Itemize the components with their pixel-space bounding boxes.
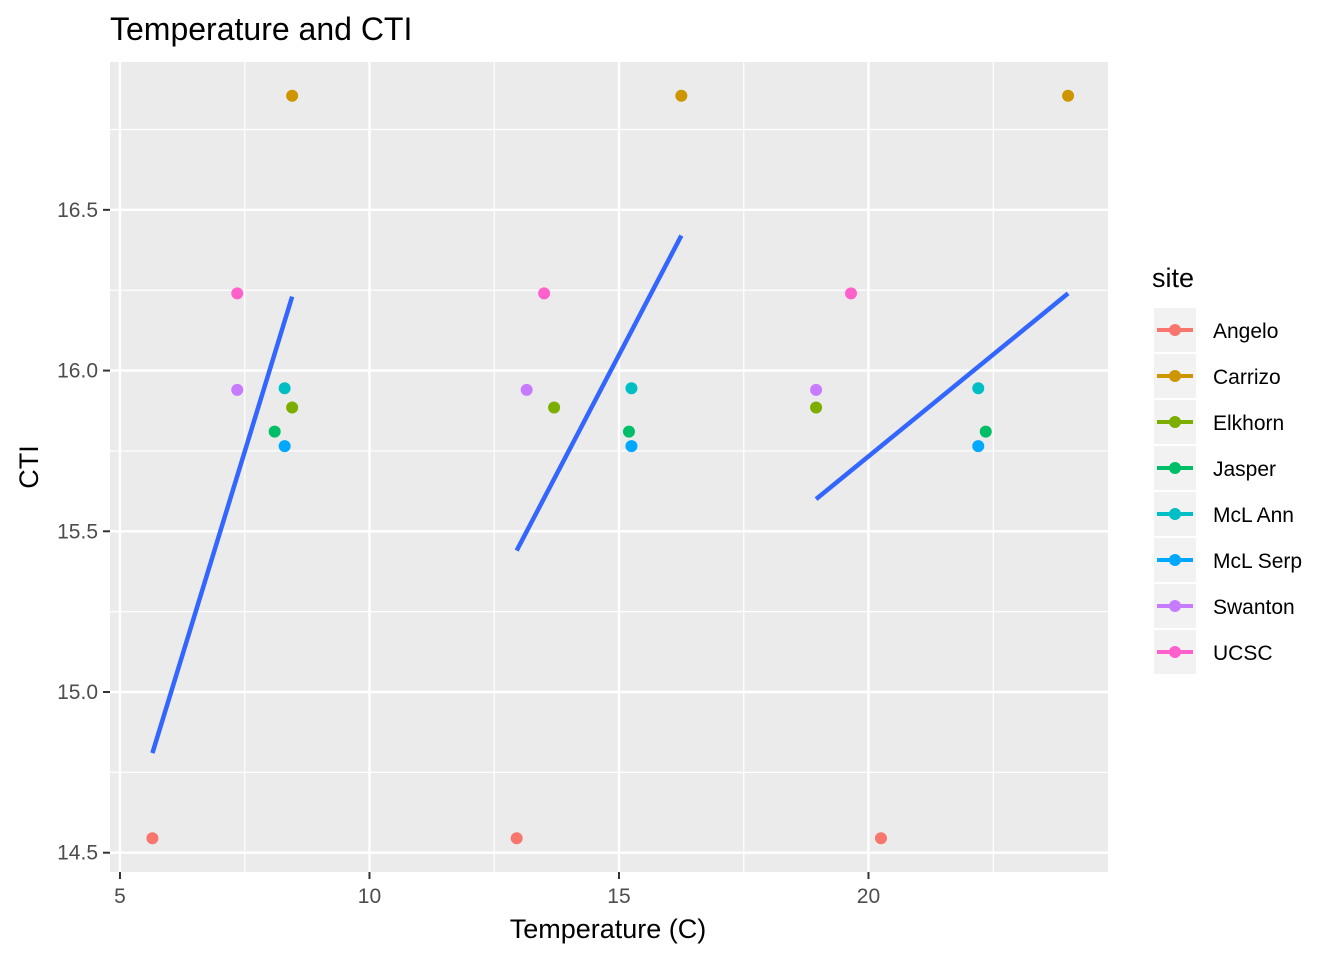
data-point xyxy=(278,382,291,395)
legend-item: UCSC xyxy=(1154,630,1273,674)
legend-label: Jasper xyxy=(1213,458,1276,481)
legend-key-point xyxy=(1169,508,1181,520)
data-point xyxy=(146,832,159,845)
y-tick-label: 16.0 xyxy=(57,360,98,383)
plot-panel xyxy=(110,62,1108,872)
legend-item: Jasper xyxy=(1154,446,1276,490)
legend-item: Elkhorn xyxy=(1154,400,1284,444)
data-point xyxy=(278,440,291,453)
data-point xyxy=(874,832,887,845)
x-axis: 5 10 15 20 xyxy=(114,872,880,908)
data-point xyxy=(268,425,281,438)
trend-line xyxy=(150,295,295,754)
data-point xyxy=(845,287,858,300)
data-point xyxy=(972,382,985,395)
data-point xyxy=(810,401,823,414)
data-point xyxy=(625,382,638,395)
legend: site Angelo Carrizo Elkhorn Jasper McL Ann Mc… xyxy=(1152,263,1302,674)
legend-key-point xyxy=(1169,646,1181,658)
trend-line xyxy=(514,234,684,552)
x-tick-label: 15 xyxy=(607,885,630,908)
legend-label: Angelo xyxy=(1213,320,1278,343)
legend-item: Swanton xyxy=(1154,584,1295,628)
legend-label: McL Serp xyxy=(1213,550,1302,573)
legend-item: McL Ann xyxy=(1154,492,1294,536)
legend-label: McL Ann xyxy=(1213,504,1294,527)
legend-label: Elkhorn xyxy=(1213,412,1284,435)
x-tick-label: 10 xyxy=(358,885,381,908)
data-point xyxy=(810,383,823,396)
legend-label: Carrizo xyxy=(1213,366,1281,389)
data-point xyxy=(231,287,244,300)
legend-item: Angelo xyxy=(1154,308,1278,352)
data-point xyxy=(622,425,635,438)
data-point xyxy=(548,401,561,414)
legend-label: UCSC xyxy=(1213,642,1273,665)
data-point xyxy=(675,89,688,102)
data-point xyxy=(286,401,299,414)
x-axis-title: Temperature (C) xyxy=(510,914,707,944)
minor-gridlines xyxy=(110,62,1108,872)
y-tick-label: 15.0 xyxy=(57,681,98,704)
data-point xyxy=(972,440,985,453)
legend-key-point xyxy=(1169,462,1181,474)
legend-label: Swanton xyxy=(1213,596,1295,619)
legend-key-point xyxy=(1169,600,1181,612)
data-point xyxy=(286,89,299,102)
y-axis: 14.5 15.0 15.5 16.0 16.5 xyxy=(57,199,110,865)
data-point xyxy=(510,832,523,845)
data-point xyxy=(231,383,244,396)
y-tick-label: 14.5 xyxy=(57,842,98,865)
legend-item: Carrizo xyxy=(1154,354,1281,398)
data-point xyxy=(520,383,533,396)
legend-key-point xyxy=(1169,416,1181,428)
legend-key-point xyxy=(1169,324,1181,336)
legend-key-point xyxy=(1169,370,1181,382)
major-gridlines xyxy=(110,62,1108,872)
y-tick-label: 15.5 xyxy=(57,520,98,543)
data-point xyxy=(979,425,992,438)
data-point xyxy=(625,440,638,453)
legend-key-point xyxy=(1169,554,1181,566)
legend-title: site xyxy=(1152,263,1194,293)
data-points xyxy=(146,89,1075,845)
x-tick-label: 5 xyxy=(114,885,126,908)
y-axis-title: CTI xyxy=(14,445,44,489)
x-tick-label: 20 xyxy=(857,885,880,908)
legend-item: McL Serp xyxy=(1154,538,1302,582)
trend-line xyxy=(814,291,1070,501)
y-tick-label: 16.5 xyxy=(57,199,98,222)
chart-title: Temperature and CTI xyxy=(110,11,412,47)
data-point xyxy=(1062,89,1075,102)
trend-lines xyxy=(150,234,1070,754)
data-point xyxy=(538,287,551,300)
